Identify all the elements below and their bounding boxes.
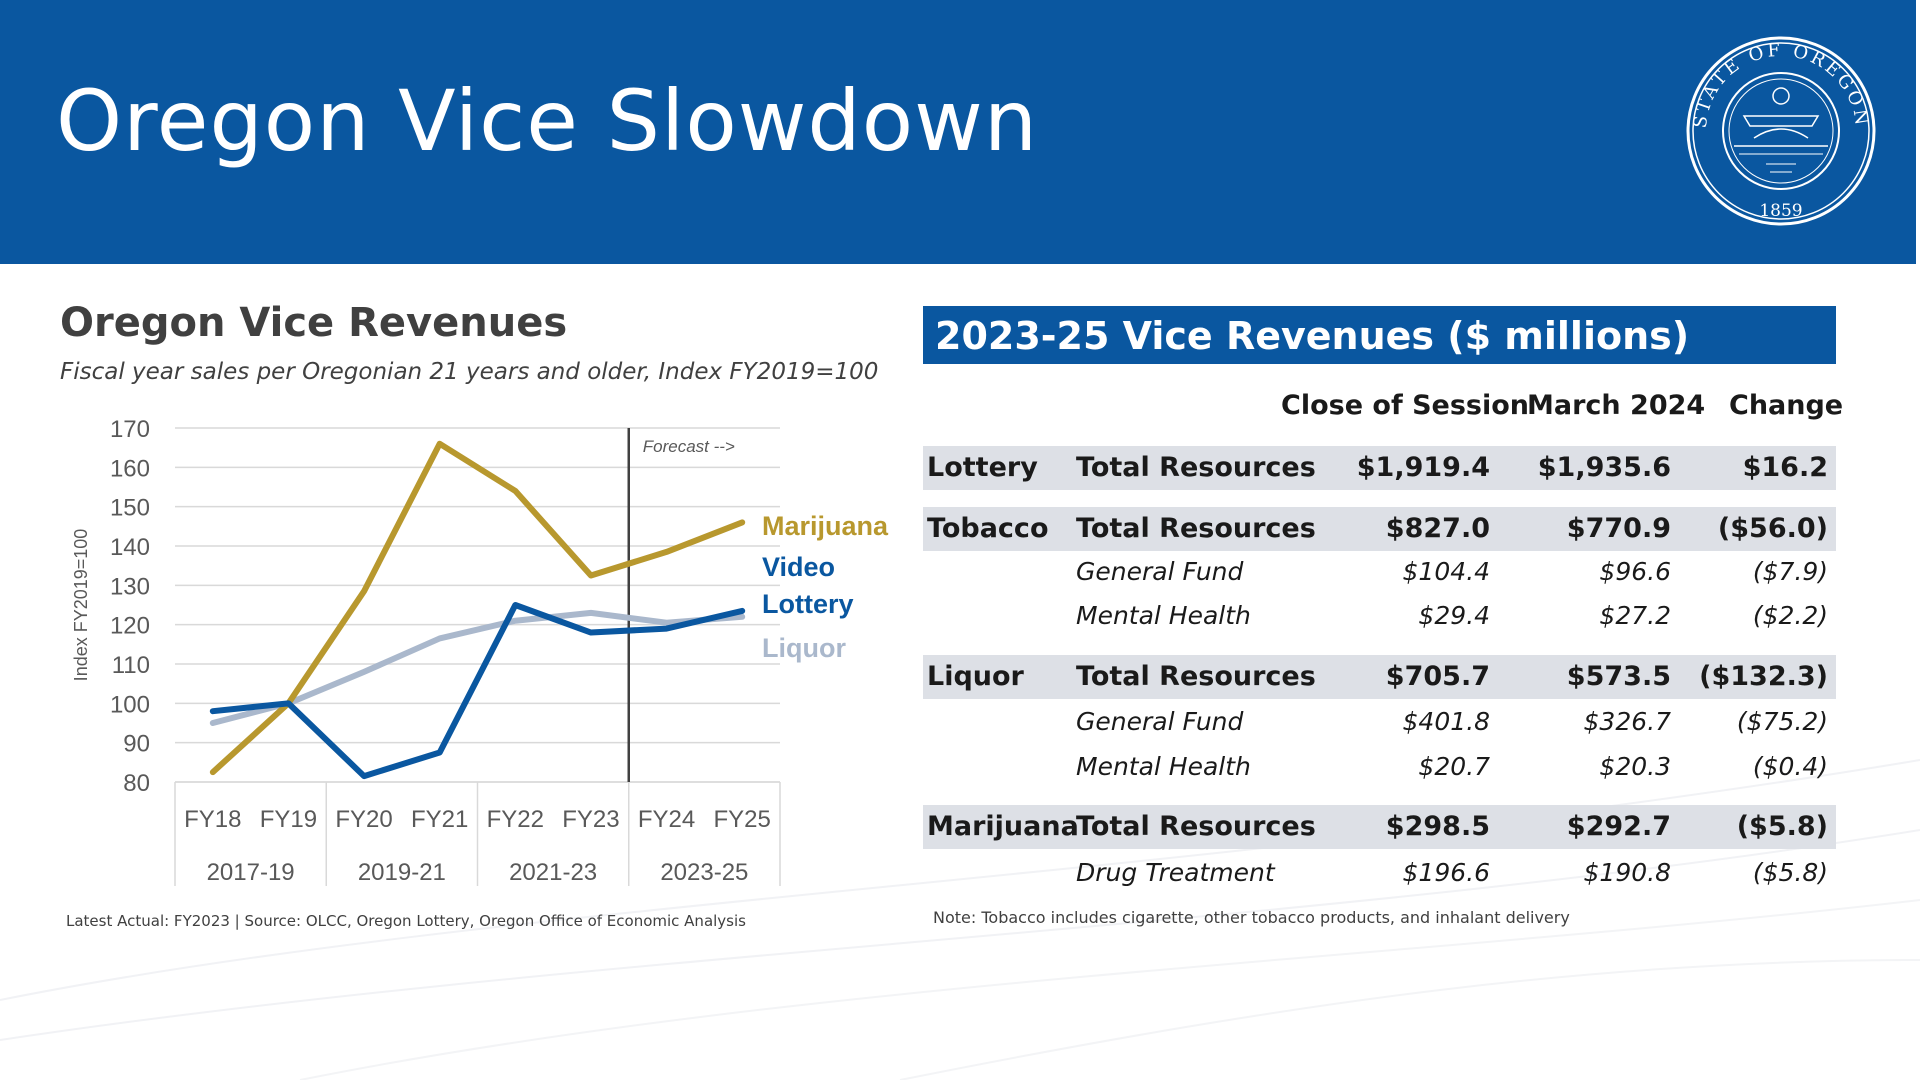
y-tick-label: 130 (110, 573, 150, 600)
table-row: General Fund $401.8 $326.7 ($75.2) (923, 701, 1836, 745)
header-banner: Oregon Vice Slowdown STATE OF OREGON 185… (0, 0, 1916, 264)
row-item: Total Resources (1076, 452, 1316, 483)
y-tick-label: 150 (110, 495, 150, 522)
chart-series (209, 440, 746, 780)
row-march-2024: $96.6 (1599, 557, 1671, 586)
y-tick-label: 90 (123, 731, 150, 758)
row-march-2024: $573.5 (1566, 661, 1671, 692)
table-row: Mental Health $20.7 $20.3 ($0.4) (923, 746, 1836, 790)
row-close-of-session: $298.5 (1385, 811, 1490, 842)
svg-text:1859: 1859 (1759, 201, 1802, 221)
series-label-lottery: Lottery (762, 589, 854, 619)
row-close-of-session: $20.7 (1418, 752, 1490, 781)
row-change: ($7.9) (1752, 557, 1828, 586)
row-category: Liquor (927, 661, 1024, 692)
row-march-2024: $27.2 (1599, 601, 1671, 630)
x-group-label: 2017-19 (207, 859, 295, 886)
column-header-change: Change (1729, 390, 1844, 421)
x-group-label: 2023-25 (660, 859, 748, 886)
table-title-bar: 2023-25 Vice Revenues ($ millions) (923, 306, 1836, 364)
row-category: Lottery (927, 452, 1038, 483)
table-title: 2023-25 Vice Revenues ($ millions) (935, 314, 1690, 358)
table-note: Note: Tobacco includes cigarette, other … (933, 908, 1570, 927)
column-header-march-2024: March 2024 (1527, 390, 1706, 421)
row-close-of-session: $29.4 (1418, 601, 1490, 630)
table-row: Lottery Total Resources $1,919.4 $1,935.6 $1… (923, 446, 1836, 490)
table-row: General Fund $104.4 $96.6 ($7.9) (923, 551, 1836, 595)
row-march-2024: $292.7 (1566, 811, 1671, 842)
row-change: $16.2 (1742, 452, 1828, 483)
x-tick-label: FY25 (714, 806, 771, 833)
y-tick-label: 80 (123, 770, 150, 797)
row-change: ($2.2) (1752, 601, 1828, 630)
x-group-label: 2019-21 (358, 859, 446, 886)
chart-source-note: Latest Actual: FY2023 | Source: OLCC, Or… (66, 912, 746, 930)
row-change: ($75.2) (1736, 707, 1828, 736)
row-march-2024: $1,935.6 (1537, 452, 1671, 483)
row-march-2024: $190.8 (1583, 858, 1671, 887)
series-label-video: Video (762, 552, 835, 582)
table-row: Liquor Total Resources $705.7 $573.5 ($132.3… (923, 655, 1836, 699)
chart-axes (174, 428, 781, 886)
chart-gridlines (175, 427, 780, 783)
row-item: Total Resources (1076, 661, 1316, 692)
x-tick-label: FY21 (411, 806, 468, 833)
series-label-marijuana: Marijuana (762, 511, 889, 541)
row-item: Total Resources (1076, 513, 1316, 544)
forecast-label: Forecast --> (643, 437, 735, 456)
x-tick-label: FY22 (487, 806, 544, 833)
page-title: Oregon Vice Slowdown (56, 72, 1039, 170)
table-row: Mental Health $29.4 $27.2 ($2.2) (923, 595, 1836, 639)
x-tick-label: FY20 (335, 806, 392, 833)
y-tick-label: 120 (110, 613, 150, 640)
row-change: ($56.0) (1717, 513, 1828, 544)
series-line (209, 440, 746, 776)
row-change: ($5.8) (1752, 858, 1828, 887)
row-item: Total Resources (1076, 811, 1316, 842)
oregon-state-seal-icon: STATE OF OREGON 1859 (1686, 36, 1876, 226)
row-item: Mental Health (1076, 601, 1251, 630)
chart-subtitle: Fiscal year sales per Oregonian 21 years… (60, 359, 879, 385)
table-row: Tobacco Total Resources $827.0 $770.9 ($56.0… (923, 507, 1836, 551)
row-march-2024: $20.3 (1599, 752, 1671, 781)
y-tick-label: 160 (110, 455, 150, 482)
row-category: Marijuana (927, 811, 1079, 842)
chart-title: Oregon Vice Revenues (60, 300, 568, 346)
row-close-of-session: $104.4 (1402, 557, 1490, 586)
x-tick-label: FY24 (638, 806, 695, 833)
row-change: ($132.3) (1699, 661, 1828, 692)
x-group-label: 2021-23 (509, 859, 597, 886)
row-category: Tobacco (927, 513, 1049, 544)
row-close-of-session: $705.7 (1385, 661, 1490, 692)
column-header-close-of-session: Close of Session (1281, 390, 1530, 421)
row-close-of-session: $196.6 (1402, 858, 1490, 887)
x-tick-label: FY19 (260, 806, 317, 833)
y-tick-label: 110 (112, 652, 150, 679)
table-row: Marijuana Total Resources $298.5 $292.7 ($5.… (923, 805, 1836, 849)
row-item: General Fund (1076, 707, 1244, 736)
series-line (209, 609, 746, 726)
row-march-2024: $770.9 (1566, 513, 1671, 544)
row-change: ($5.8) (1736, 811, 1828, 842)
y-axis-label: Index FY2019=100 (71, 529, 91, 682)
row-item: General Fund (1076, 557, 1244, 586)
row-close-of-session: $401.8 (1402, 707, 1490, 736)
row-item: Drug Treatment (1076, 858, 1275, 887)
table-row: Drug Treatment $196.6 $190.8 ($5.8) (923, 852, 1836, 896)
row-close-of-session: $1,919.4 (1356, 452, 1490, 483)
row-close-of-session: $827.0 (1385, 513, 1490, 544)
series-label-liquor: Liquor (762, 633, 846, 663)
x-tick-label: FY18 (184, 806, 241, 833)
y-tick-label: 100 (110, 691, 150, 718)
row-march-2024: $326.7 (1583, 707, 1671, 736)
y-tick-label: 140 (110, 534, 150, 561)
y-tick-label: 170 (110, 416, 150, 443)
series-line (209, 602, 746, 780)
row-item: Mental Health (1076, 752, 1251, 781)
chart-labels: 80 90 100 110 120 130 140 150 160 170 Index FY2019… (71, 416, 889, 886)
row-change: ($0.4) (1752, 752, 1828, 781)
x-tick-label: FY23 (562, 806, 619, 833)
